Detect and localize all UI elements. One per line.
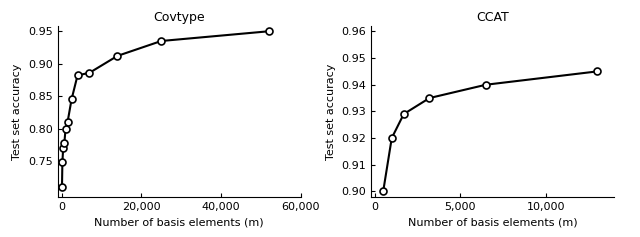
- Y-axis label: Test set accuracy: Test set accuracy: [12, 63, 22, 160]
- X-axis label: Number of basis elements (m): Number of basis elements (m): [94, 217, 264, 227]
- X-axis label: Number of basis elements (m): Number of basis elements (m): [408, 217, 578, 227]
- Y-axis label: Test set accuracy: Test set accuracy: [326, 63, 336, 160]
- Title: Covtype: Covtype: [154, 10, 205, 23]
- Title: CCAT: CCAT: [476, 10, 509, 23]
